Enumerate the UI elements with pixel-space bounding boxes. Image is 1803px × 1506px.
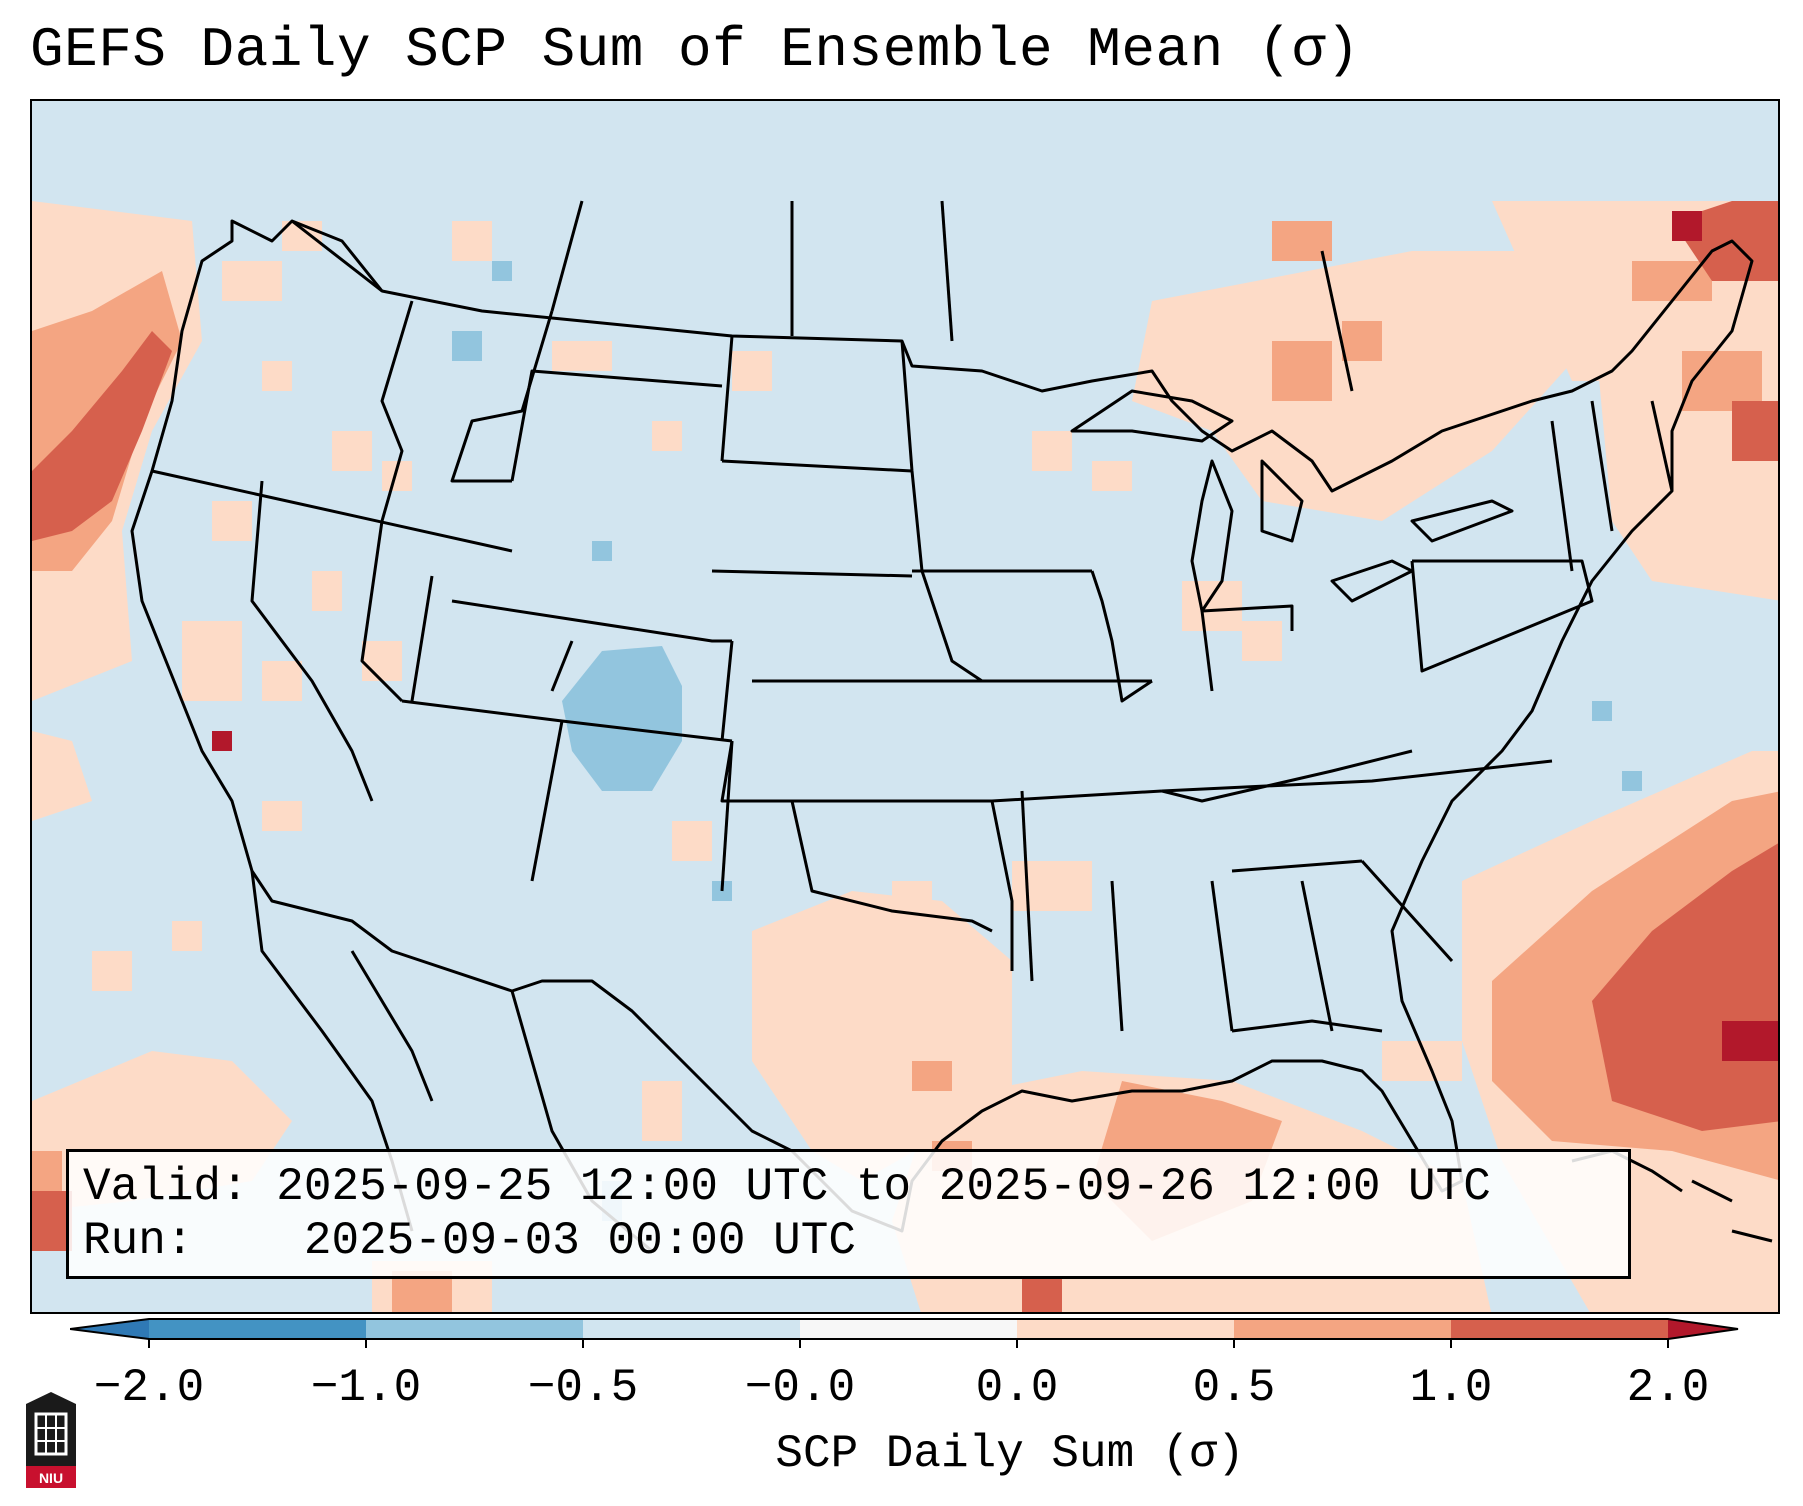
valid-label: Valid: bbox=[83, 1161, 249, 1213]
scp-map bbox=[32, 101, 1778, 1312]
colorbar-ticks bbox=[148, 1339, 1669, 1348]
colorbar-bin-05-1 bbox=[1234, 1319, 1451, 1339]
run-time: 2025-09-03 00:00 UTC bbox=[303, 1215, 856, 1267]
colorbar-bin-minus05-0 bbox=[583, 1319, 800, 1339]
colorbar-tick-label: −0.0 bbox=[744, 1362, 856, 1414]
state-and-coast-outlines bbox=[130, 200, 1773, 1253]
colorbar-bin-minus1-minus05 bbox=[366, 1319, 583, 1339]
colorbar-extend-under bbox=[70, 1319, 149, 1339]
chart-title: GEFS Daily SCP Sum of Ensemble Mean (σ) bbox=[30, 18, 1361, 82]
colorbar-tick-label: −2.0 bbox=[93, 1362, 205, 1414]
colorbar-tick-label: 2.0 bbox=[1626, 1362, 1710, 1414]
colorbar-extend-over bbox=[1668, 1319, 1738, 1339]
niu-logo-text: NIU bbox=[38, 1470, 64, 1486]
colorbar-label: SCP Daily Sum (σ) bbox=[775, 1428, 1245, 1480]
map-panel[interactable] bbox=[30, 99, 1780, 1314]
validity-info-box: Valid: 2025-09-25 12:00 UTC to 2025-09-2… bbox=[66, 1149, 1631, 1279]
run-label: Run: bbox=[83, 1215, 194, 1267]
colorbar-tick-label: 1.0 bbox=[1409, 1362, 1493, 1414]
colorbar-bin-minus2-minus1 bbox=[149, 1319, 366, 1339]
colorbar-tick-label: −1.0 bbox=[310, 1362, 422, 1414]
colorbar-tick-label: −0.5 bbox=[527, 1362, 639, 1414]
colorbar bbox=[70, 1318, 1739, 1348]
colorbar-bin-0 bbox=[800, 1319, 1017, 1339]
colorbar-bin-1-2 bbox=[1451, 1319, 1668, 1339]
valid-time: 2025-09-25 12:00 UTC to 2025-09-26 12:00… bbox=[276, 1161, 1491, 1213]
colorbar-tick-label: 0.5 bbox=[1192, 1362, 1276, 1414]
field-positive-extreme bbox=[212, 211, 1778, 1061]
colorbar-tick-label: 0.0 bbox=[975, 1362, 1059, 1414]
niu-logo bbox=[26, 1392, 76, 1488]
colorbar-bin-0-05 bbox=[1017, 1319, 1234, 1339]
